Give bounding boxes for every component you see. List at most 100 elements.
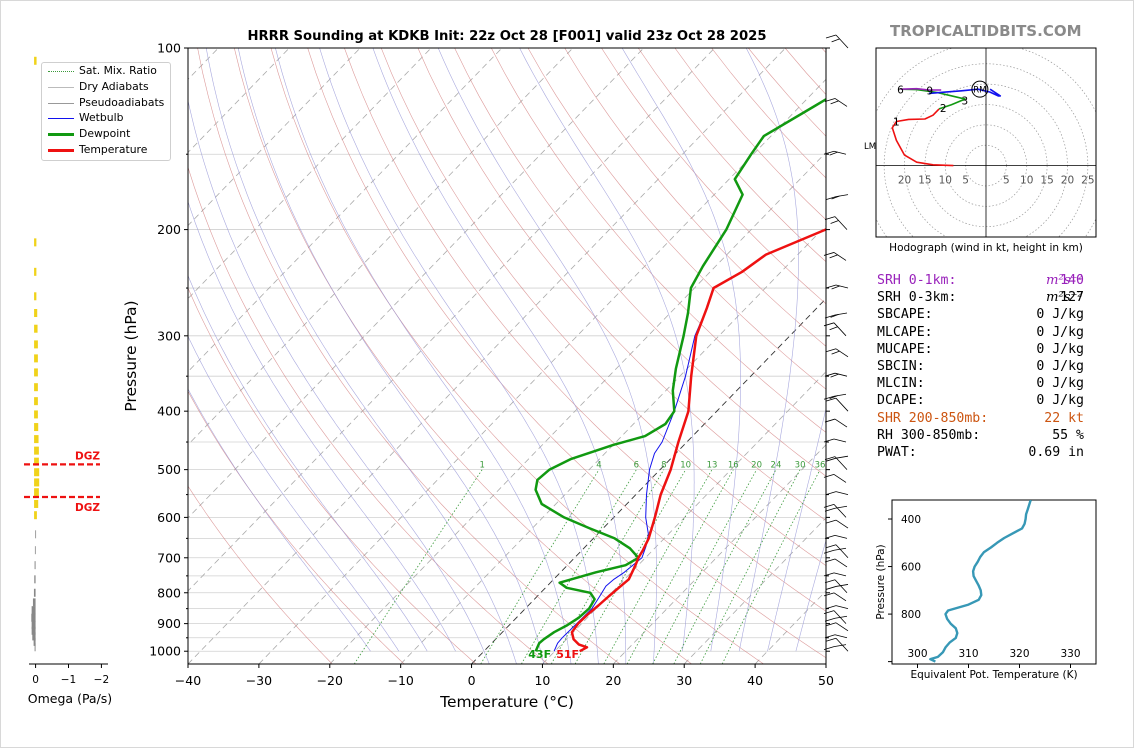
omega-bar: [32, 632, 36, 641]
wind-barb-flag: [831, 285, 840, 290]
stat-value: 0 J/kg: [1036, 324, 1084, 340]
hodograph-trace: [938, 98, 966, 110]
left-mover-label: LM: [864, 142, 876, 152]
pseudoadiabat: [653, 651, 655, 664]
wetbulb-profile: [553, 228, 826, 652]
temperature-profile: [570, 227, 826, 653]
omega-bar: [34, 575, 36, 584]
wind-barb-flag: [823, 572, 835, 577]
wind-barb-flag: [823, 322, 835, 327]
mixing-ratio-line: [574, 469, 687, 664]
y-tick-label: 800: [157, 585, 181, 600]
omega-bar: [34, 511, 37, 520]
hodograph-frame: [875, 47, 1097, 238]
mixing-ratio-line: [721, 469, 821, 664]
stat-row: SBCIN: 0 J/kg: [877, 358, 1097, 375]
stat-value: 0 J/kg: [1036, 307, 1084, 323]
wind-barb-flag: [825, 637, 837, 642]
isotherm: [471, 297, 826, 664]
omega-bar: [31, 621, 36, 630]
stat-row: SHR 200-850mb: 22 kt: [877, 410, 1097, 427]
wind-barb: [833, 504, 847, 518]
omega-bar: [33, 637, 36, 646]
wind-barb: [833, 644, 847, 647]
mixing-ratio-label: 13: [707, 461, 718, 471]
omega-bar: [34, 546, 36, 555]
wind-barb: [835, 584, 849, 587]
wind-barb-flag: [823, 504, 835, 508]
theta-e-x-tick-label: 310: [958, 648, 978, 660]
mixing-ratio-label: 16: [728, 461, 739, 471]
pseudoadiabat: [188, 388, 371, 652]
stat-row: MUCAPE: 0 J/kg: [877, 341, 1097, 358]
wind-barb: [835, 637, 849, 652]
stat-value: 0.69 in: [1028, 444, 1084, 460]
wind-barb-flag: [824, 418, 836, 423]
omega-x-axis-label: Omega (Pa/s): [28, 691, 112, 706]
omega-bar: [34, 354, 38, 363]
hodograph-tick-label: 20: [898, 175, 911, 187]
wind-barb-flag: [831, 38, 840, 43]
surface-dewpoint-label: 43F: [528, 648, 551, 661]
stat-row: PWAT: 0.69 in: [877, 444, 1097, 461]
stat-label: SBCAPE:: [877, 307, 933, 323]
stat-value: 0 J/kg: [1036, 358, 1084, 374]
legend-item: Sat. Mix. Ratio: [42, 63, 170, 79]
omega-bar: [34, 340, 38, 349]
hodograph-trace: [928, 88, 1002, 97]
y-tick-label: 700: [157, 550, 181, 565]
dgz-label: DGZ: [75, 502, 100, 514]
hodograph-tick-label: 15: [918, 175, 931, 187]
wind-barb-flag: [823, 592, 835, 597]
stat-label: DCAPE:: [877, 393, 925, 409]
pseudoadiabat: [597, 651, 599, 664]
wind-barb-flag: [829, 254, 838, 259]
theta-e-x-axis-label: Equivalent Pot. Temperature (K): [910, 669, 1077, 681]
theta-e-panel: 400 600 800 300 310 320 330 Equivalent Pot. Tem…: [875, 499, 1097, 681]
wind-barb: [834, 634, 848, 639]
wind-barb-flag: [823, 150, 835, 155]
stat-label: MLCAPE:: [877, 324, 933, 340]
wind-barb: [835, 605, 849, 610]
mixing-ratio-line: [699, 469, 801, 664]
pseudoadiabat: [767, 407, 826, 652]
legend-swatch-wetbulb: [48, 118, 74, 120]
wind-barb-flag: [830, 220, 839, 224]
omega-bar: [34, 267, 37, 276]
legend-item: Pseudoadiabats: [42, 95, 170, 111]
legend-swatch-dewpoint: [48, 133, 74, 137]
mixing-ratio-label: 36: [815, 461, 826, 471]
stat-label: SRH 0-1km:: [877, 273, 957, 288]
omega-bar: [34, 324, 38, 333]
isotherm: [188, 48, 503, 373]
wind-barb: [835, 34, 849, 49]
pseudoadiabat: [738, 48, 799, 652]
x-tick-label: 50: [818, 673, 834, 688]
omega-bar: [34, 488, 39, 497]
wind-barb: [834, 558, 848, 568]
wind-barb: [833, 474, 847, 483]
wind-barb-flag: [829, 151, 838, 156]
y-axis-label: Pressure (hPa): [122, 300, 140, 411]
legend-label: Wetbulb: [79, 111, 124, 125]
wind-barb-flag: [825, 605, 837, 610]
pseudoadiabat: [483, 651, 490, 664]
omega-bar: [34, 561, 36, 570]
theta-e-x-tick-label: 300: [907, 648, 927, 660]
isotherm: [400, 224, 826, 664]
wind-barb-flag: [830, 314, 839, 318]
stat-row: MLCAPE: 0 J/kg: [877, 324, 1097, 341]
hodograph-tick-label: 25: [1081, 175, 1094, 187]
pseudoadiabat: [237, 48, 541, 652]
wind-barb-flag: [825, 397, 837, 402]
y-tick-label: 200: [157, 222, 181, 237]
hodograph-height-label: 3: [961, 96, 968, 108]
omega-bar: [34, 478, 40, 487]
omega-bar: [34, 309, 38, 318]
hodograph-tick-label: 10: [939, 175, 952, 187]
wind-barb: [834, 456, 848, 470]
skewt-legend: Sat. Mix. Ratio Dry Adiabats Pseudoadiab…: [41, 62, 171, 161]
stat-label: SBCIN:: [877, 358, 925, 374]
omega-bar: [34, 499, 39, 508]
stat-row: MLCIN: 0 J/kg: [877, 375, 1097, 392]
